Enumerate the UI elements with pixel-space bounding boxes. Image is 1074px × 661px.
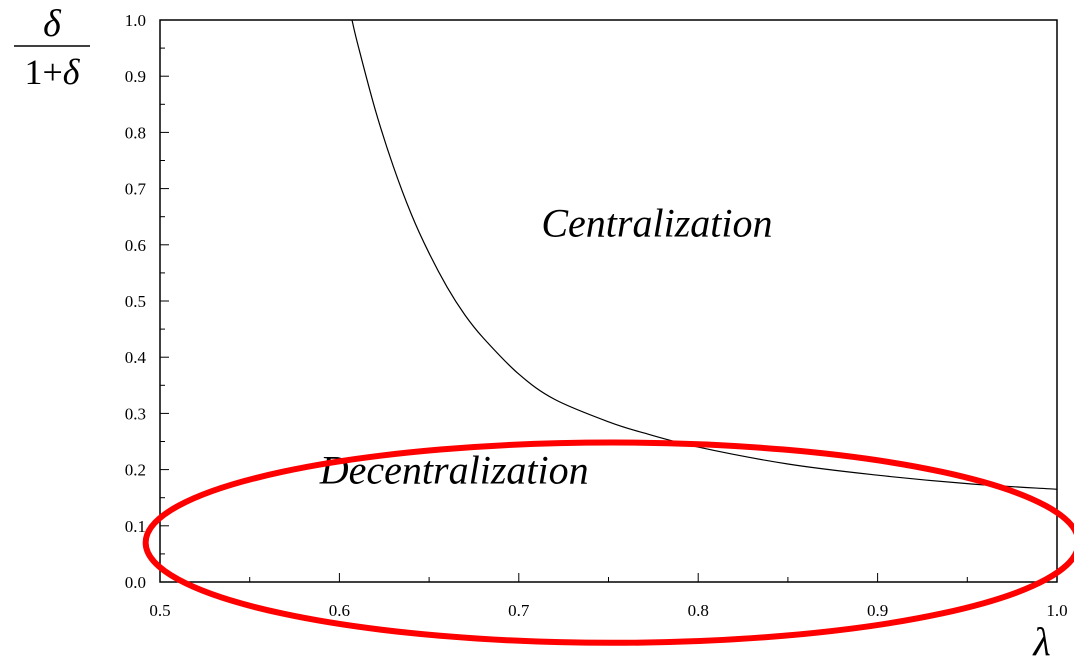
y-tick-label: 0.4 — [125, 348, 147, 367]
boundary-curve — [351, 19, 1058, 490]
y-axis-label-denominator-prefix: 1+ — [24, 52, 62, 92]
y-tick-label: 0.9 — [125, 67, 146, 86]
y-tick-label: 0.5 — [125, 292, 146, 311]
highlight-ellipse — [142, 439, 1074, 646]
centralization-label: Centralization — [541, 200, 772, 245]
y-axis-label-denominator: 1+δ — [24, 52, 80, 92]
y-tick-label: 0.8 — [125, 123, 146, 142]
x-axis-label: λ — [1032, 619, 1050, 661]
y-axis-ticks: 0.0 0.1 0.2 0.3 0.4 0.5 0.6 0.7 0.8 0.9 1.0 — [125, 11, 169, 592]
x-tick-label: 0.6 — [329, 601, 350, 620]
y-axis-label-numerator: δ — [43, 3, 62, 45]
y-axis-label: δ 1+δ — [14, 3, 90, 92]
y-tick-label: 0.7 — [125, 180, 147, 199]
x-tick-label: 0.8 — [688, 601, 709, 620]
decentralization-label: Decentralization — [319, 448, 589, 493]
plot-frame — [159, 19, 1058, 583]
y-tick-label: 0.2 — [125, 461, 146, 480]
x-tick-label: 0.9 — [867, 601, 888, 620]
y-axis-label-denominator-symbol: δ — [63, 52, 81, 92]
x-tick-label: 0.7 — [508, 601, 530, 620]
x-tick-label: 1.0 — [1046, 601, 1067, 620]
y-tick-label: 0.1 — [125, 517, 146, 536]
y-tick-label: 0.0 — [125, 573, 146, 592]
y-tick-label: 0.6 — [125, 236, 146, 255]
x-tick-label: 0.5 — [149, 601, 170, 620]
x-axis-ticks: 0.5 0.6 0.7 0.8 0.9 1.0 — [149, 573, 1068, 620]
y-tick-label: 1.0 — [125, 11, 146, 30]
y-tick-label: 0.3 — [125, 404, 146, 423]
